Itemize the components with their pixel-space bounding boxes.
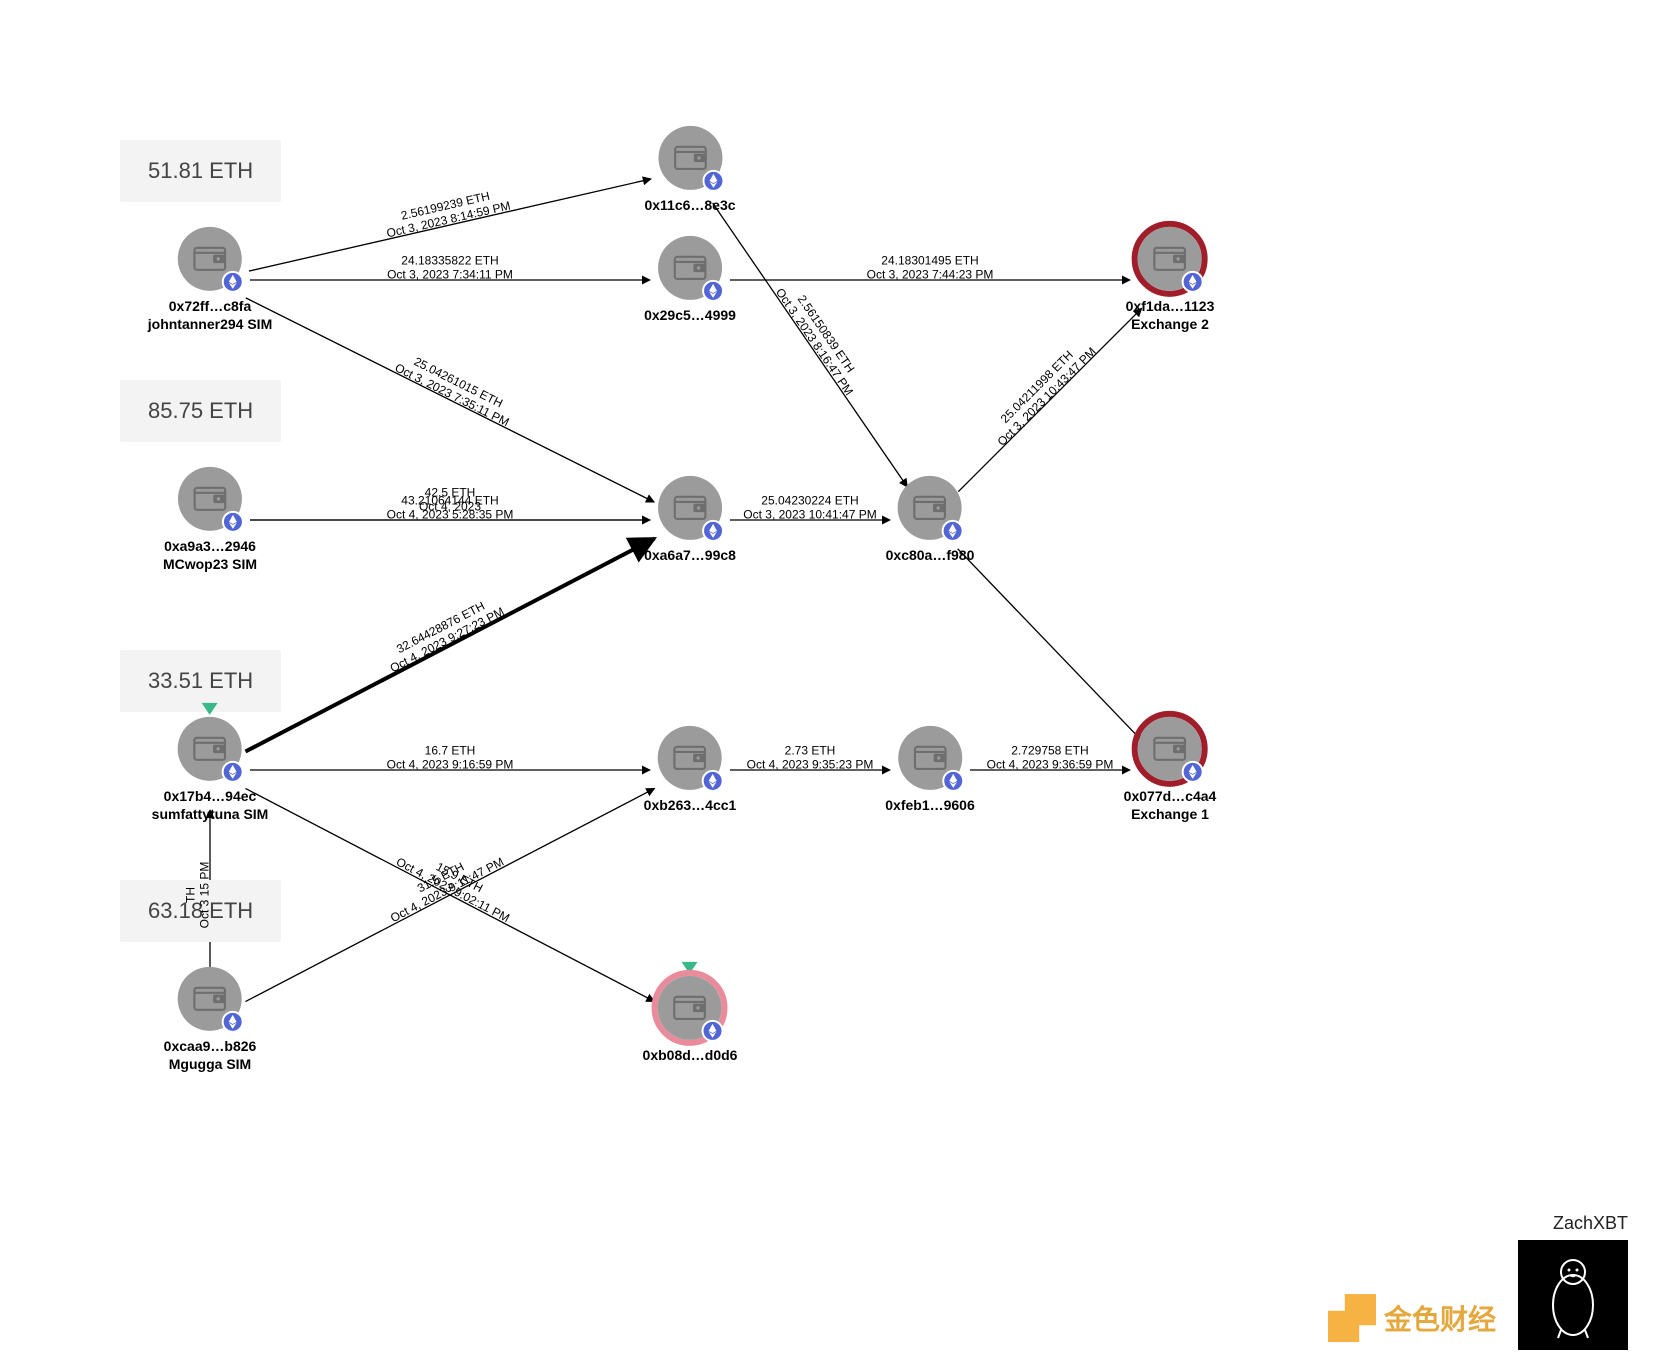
edge-timestamp: Oct 3, 2023 7:44:23 PM	[867, 268, 994, 282]
wallet-icon	[178, 467, 242, 531]
wallet-icon	[178, 717, 242, 781]
node-address: 0x17b4…94ec	[152, 787, 269, 805]
wallet-node[interactable]: 0x17b4…94ec sumfattytuna SIM	[152, 717, 269, 823]
wallet-icon	[658, 726, 722, 790]
wallet-icon	[658, 236, 722, 300]
triangle-marker-icon	[202, 703, 218, 715]
edge-timestamp: Oct 4, 2023 9:16:59 PM	[387, 758, 514, 772]
edge-amount: 2.73 ETH	[747, 744, 874, 758]
edge-amount: TH	[184, 862, 198, 929]
edge-label: 2.729758 ETHOct 4, 2023 9:36:59 PM	[987, 744, 1114, 773]
edge-label: 16.7 ETHOct 4, 2023 9:16:59 PM	[387, 744, 514, 773]
wallet-icon	[658, 476, 722, 540]
diagram-canvas: 51.81 ETH85.75 ETH33.51 ETH63.18 ETH 0x7…	[0, 0, 1656, 1370]
node-name: Exchange 2	[1126, 315, 1215, 333]
jinse-text: 金色财经	[1384, 1298, 1496, 1338]
node-name: johntanner294 SIM	[148, 315, 272, 333]
wallet-icon	[178, 967, 242, 1031]
edge-label: 42.5 ETHOct 4, 2023	[419, 486, 481, 515]
wallet-icon	[898, 726, 962, 790]
edge-label: THOct 3 15 PM	[184, 862, 213, 929]
wallet-icon	[1138, 227, 1202, 291]
wallet-node[interactable]: 0xa9a3…2946 MCwop23 SIM	[163, 467, 257, 573]
node-name: Exchange 1	[1124, 805, 1217, 823]
wallet-node[interactable]: 0xfeb1…9606	[885, 726, 975, 814]
edge-amount: 25.04230224 ETH	[743, 494, 876, 508]
node-address: 0xa9a3…2946	[163, 537, 257, 555]
edge-timestamp: Oct 4, 2023 9:36:59 PM	[987, 758, 1114, 772]
wallet-node[interactable]: 0xb263…4cc1	[644, 726, 737, 814]
node-address: 0x72ff…c8fa	[148, 297, 272, 315]
node-address: 0xb08d…d0d6	[643, 1046, 738, 1064]
edge-timestamp: Oct 4, 2023 9:35:23 PM	[747, 758, 874, 772]
node-address: 0xf1da…1123	[1126, 297, 1215, 315]
node-name: MCwop23 SIM	[163, 555, 257, 573]
edge-label: 24.18335822 ETHOct 3, 2023 7:34:11 PM	[387, 254, 513, 283]
wallet-node[interactable]: 0x29c5…4999	[644, 236, 736, 324]
edge-label: 24.18301495 ETHOct 3, 2023 7:44:23 PM	[867, 254, 994, 283]
edge-amount: 24.18335822 ETH	[387, 254, 513, 268]
author-name: ZachXBT	[1518, 1213, 1628, 1234]
node-address: 0x077d…c4a4	[1124, 787, 1217, 805]
edge-timestamp: Oct 3 15 PM	[198, 862, 212, 929]
wallet-icon	[178, 227, 242, 291]
edge-label: 25.04230224 ETHOct 3, 2023 10:41:47 PM	[743, 494, 876, 523]
jinse-icon	[1328, 1294, 1376, 1342]
eth-amount-card: 51.81 ETH	[120, 140, 281, 202]
edge-amount: 16.7 ETH	[387, 744, 514, 758]
node-address: 0xb263…4cc1	[644, 796, 737, 814]
wallet-icon	[658, 976, 722, 1040]
wallet-node[interactable]: 0xf1da…1123 Exchange 2	[1126, 227, 1215, 333]
wallet-node[interactable]: 0x077d…c4a4 Exchange 1	[1124, 717, 1217, 823]
eth-amount-card: 33.51 ETH	[120, 650, 281, 712]
wallet-icon	[898, 476, 962, 540]
edge-amount: 42.5 ETH	[419, 486, 481, 500]
eth-amount-card: 85.75 ETH	[120, 380, 281, 442]
wallet-node[interactable]: 0xa6a7…99c8	[644, 476, 736, 564]
wallet-node[interactable]: 0xc80a…f980	[886, 476, 975, 564]
edge-amount: 24.18301495 ETH	[867, 254, 994, 268]
node-address: 0xcaa9…b826	[164, 1037, 257, 1055]
node-address: 0xc80a…f980	[886, 546, 975, 564]
wallet-node[interactable]: 0x11c6…8e3c	[644, 126, 735, 214]
node-address: 0xa6a7…99c8	[644, 546, 736, 564]
node-name: Mgugga SIM	[164, 1055, 257, 1073]
transaction-edge	[958, 549, 1143, 741]
node-address: 0xfeb1…9606	[885, 796, 975, 814]
edge-amount: 2.729758 ETH	[987, 744, 1114, 758]
node-address: 0x11c6…8e3c	[644, 196, 735, 214]
wallet-node[interactable]: 0x72ff…c8fa johntanner294 SIM	[148, 227, 272, 333]
wallet-node[interactable]: 0xb08d…d0d6	[643, 976, 738, 1064]
wallet-icon	[1138, 717, 1202, 781]
edge-timestamp: Oct 4, 2023	[419, 500, 481, 514]
jinse-logo: 金色财经	[1328, 1294, 1496, 1342]
author-avatar	[1518, 1240, 1628, 1350]
edge-timestamp: Oct 3, 2023 10:41:47 PM	[743, 508, 876, 522]
edge-timestamp: Oct 3, 2023 7:34:11 PM	[387, 268, 513, 282]
author-watermark: ZachXBT	[1518, 1213, 1628, 1350]
wallet-icon	[658, 126, 722, 190]
node-address: 0x29c5…4999	[644, 306, 736, 324]
wallet-node[interactable]: 0xcaa9…b826 Mgugga SIM	[164, 967, 257, 1073]
node-name: sumfattytuna SIM	[152, 805, 269, 823]
edge-label: 2.73 ETHOct 4, 2023 9:35:23 PM	[747, 744, 874, 773]
